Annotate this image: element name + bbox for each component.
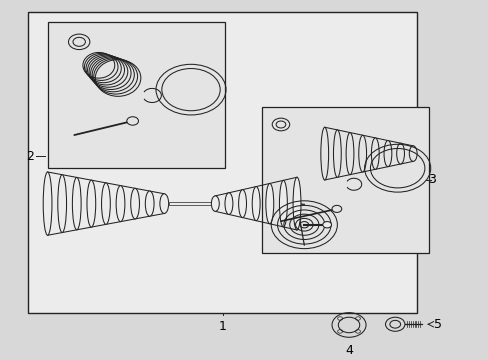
Bar (168, 202, 215, 205)
Ellipse shape (358, 135, 366, 172)
Text: 2: 2 (25, 150, 34, 163)
Ellipse shape (102, 183, 110, 224)
Ellipse shape (320, 127, 328, 180)
Ellipse shape (371, 138, 378, 169)
Ellipse shape (43, 172, 52, 235)
Ellipse shape (72, 177, 81, 230)
Ellipse shape (145, 191, 154, 216)
Text: 5: 5 (433, 318, 441, 331)
Ellipse shape (408, 146, 416, 161)
Bar (47, 22, 224, 168)
Ellipse shape (333, 130, 341, 177)
Bar (261, 107, 428, 253)
Ellipse shape (265, 184, 273, 224)
Ellipse shape (211, 196, 219, 211)
Ellipse shape (238, 190, 246, 217)
Text: 4: 4 (345, 343, 352, 357)
Ellipse shape (58, 175, 66, 233)
Circle shape (126, 117, 138, 125)
Text: 1: 1 (218, 320, 226, 333)
Ellipse shape (224, 193, 232, 215)
Text: 3: 3 (427, 174, 435, 186)
Ellipse shape (396, 143, 404, 164)
Ellipse shape (383, 140, 391, 167)
Bar (28, 12, 416, 312)
Ellipse shape (346, 132, 353, 175)
Ellipse shape (160, 194, 168, 213)
Ellipse shape (87, 180, 96, 227)
Circle shape (322, 221, 331, 228)
Ellipse shape (292, 177, 300, 230)
Ellipse shape (130, 188, 139, 219)
Ellipse shape (279, 180, 287, 227)
Ellipse shape (252, 186, 260, 221)
Ellipse shape (116, 186, 124, 222)
Circle shape (331, 205, 341, 212)
